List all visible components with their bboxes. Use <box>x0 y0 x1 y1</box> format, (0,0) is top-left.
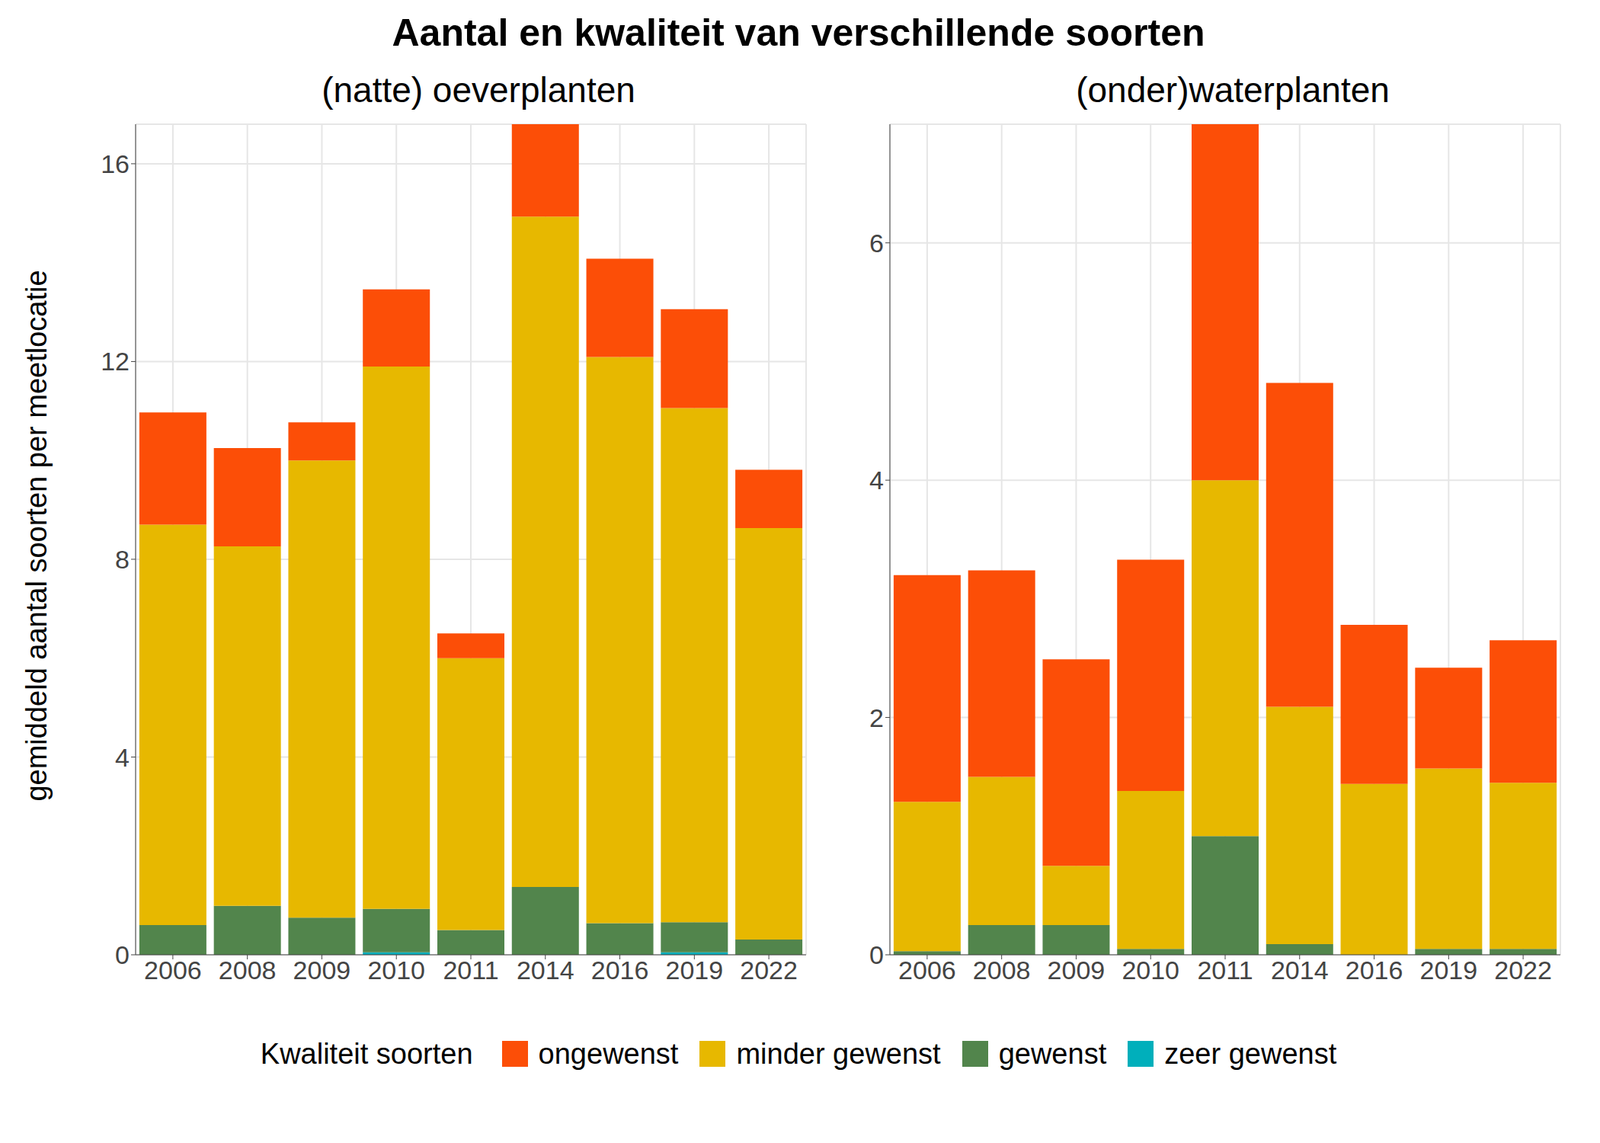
svg-text:2009: 2009 <box>1047 955 1106 985</box>
html-text:Aantal en kwaliteit van versch: Aantal en kwaliteit van verschillende so… <box>392 11 1205 55</box>
svg-text:2: 2 <box>869 703 884 733</box>
svg-text:2011: 2011 <box>442 955 499 985</box>
html-text:gemiddeld aantal soorten per m: gemiddeld aantal soorten per meetlocatie <box>20 270 53 802</box>
svg-text:2014: 2014 <box>1270 955 1329 985</box>
html-text:(onder)waterplanten: (onder)waterplanten <box>1075 70 1390 110</box>
html-text:(natte) oeverplanten: (natte) oeverplanten <box>321 70 636 110</box>
svg-text:2010: 2010 <box>1121 955 1180 985</box>
html-text:Kwaliteit soorten: Kwaliteit soorten <box>260 1037 473 1070</box>
svg-text:2014: 2014 <box>516 955 575 985</box>
svg-text:2022: 2022 <box>739 955 798 985</box>
svg-text:2009: 2009 <box>293 955 352 985</box>
svg-text:2010: 2010 <box>367 955 426 985</box>
svg-text:2019: 2019 <box>1420 955 1479 985</box>
svg-text:0: 0 <box>115 940 130 970</box>
html-text:ongewenst: ongewenst <box>538 1037 679 1070</box>
svg-text:8: 8 <box>115 544 130 574</box>
svg-text:0: 0 <box>869 940 884 970</box>
svg-text:2019: 2019 <box>665 955 724 985</box>
svg-text:6: 6 <box>869 228 884 258</box>
svg-text:2008: 2008 <box>972 955 1031 985</box>
svg-text:2006: 2006 <box>898 955 957 985</box>
html-text:zeer gewenst: zeer gewenst <box>1164 1037 1337 1070</box>
svg-text:4: 4 <box>115 742 130 772</box>
svg-text:16: 16 <box>100 149 130 179</box>
html-text:gewenst: gewenst <box>998 1037 1107 1070</box>
svg-text:2008: 2008 <box>218 955 277 985</box>
svg-text:4: 4 <box>869 465 884 495</box>
svg-text:12: 12 <box>100 346 130 376</box>
svg-text:2016: 2016 <box>1345 955 1404 985</box>
svg-text:2022: 2022 <box>1494 955 1552 985</box>
svg-text:2016: 2016 <box>591 955 650 985</box>
svg-text:2006: 2006 <box>144 955 202 985</box>
html-text:minder gewenst: minder gewenst <box>736 1037 941 1070</box>
svg-text:2011: 2011 <box>1196 955 1253 985</box>
